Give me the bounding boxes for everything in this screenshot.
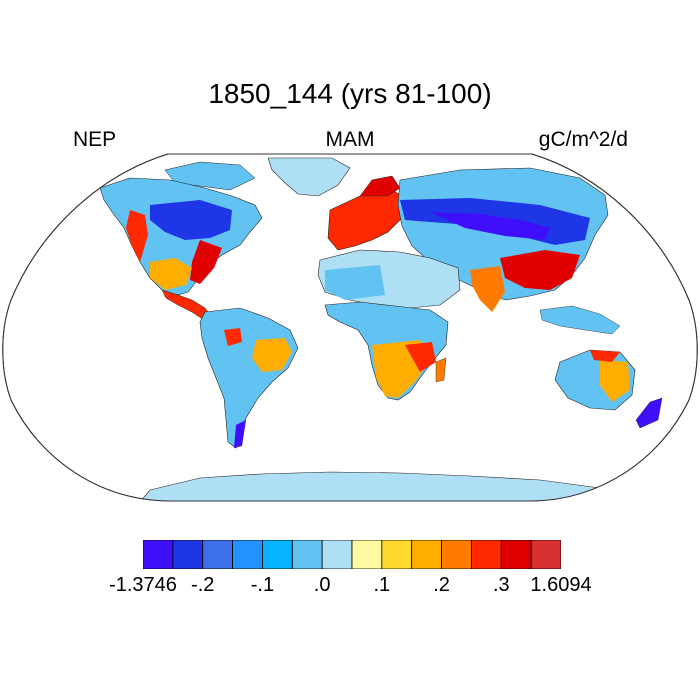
colorbar-tick-label: .0 — [313, 574, 331, 596]
na-blue-band — [150, 200, 232, 240]
colorbar-tick-label: .3 — [492, 574, 510, 596]
africa-red-east — [405, 342, 436, 372]
sa-blue-south — [234, 420, 246, 448]
colorbar-swatch — [500, 540, 532, 569]
asia-purple-band — [430, 212, 550, 240]
antarctica — [139, 471, 621, 501]
colorbar-swatch — [351, 540, 383, 569]
units-label: gC/m^2/d — [538, 128, 628, 151]
colorbar-labels: -1.3746 -.2 -.1 .0 .1 .2 .3 1.6094 — [0, 574, 700, 604]
colorbar-swatch — [321, 540, 353, 569]
china-red — [500, 250, 580, 290]
australia-north-red — [590, 350, 620, 362]
colorbar-swatch — [291, 540, 323, 569]
new-zealand — [635, 397, 663, 429]
greenland — [267, 157, 351, 197]
colorbar-tick-label: -1.3746 — [109, 574, 177, 596]
scandinavia — [359, 175, 401, 197]
na-east-red — [190, 240, 222, 284]
colorbar-swatch — [172, 540, 204, 569]
colorbar-tick-label: 1.6094 — [530, 574, 592, 596]
colorbar-swatch — [143, 540, 174, 569]
variable-label: NEP — [73, 128, 117, 151]
madagascar — [435, 357, 447, 383]
colorbar-swatch — [381, 540, 413, 569]
sahara-blue — [325, 265, 385, 300]
colorbar-tick-label: -.1 — [250, 574, 275, 596]
australia-east-orange — [600, 360, 630, 402]
colorbar-tick-label: .1 — [373, 574, 391, 596]
colorbar-swatch — [411, 540, 442, 569]
se-asia-islands — [539, 305, 621, 335]
plot-title: 1850_144 (yrs 81-100) — [208, 78, 492, 109]
colorbar-swatch — [530, 540, 561, 569]
na-west-red — [126, 210, 148, 262]
colorbar-swatch — [202, 540, 233, 569]
colorbar-swatch — [471, 540, 502, 569]
colorbar-tick-label: .2 — [433, 574, 450, 596]
sa-red-spots — [224, 328, 242, 346]
india-orange — [470, 266, 505, 312]
sa-orange-east — [252, 338, 292, 372]
na-south-orange — [150, 258, 192, 290]
colorbar-tick-label: -.2 — [191, 574, 215, 596]
colorbar-swatch — [232, 540, 263, 569]
season-label: MAM — [325, 128, 375, 151]
colorbar-swatch — [441, 540, 472, 569]
colorbar-swatch — [262, 540, 293, 569]
colorbar — [143, 540, 561, 569]
